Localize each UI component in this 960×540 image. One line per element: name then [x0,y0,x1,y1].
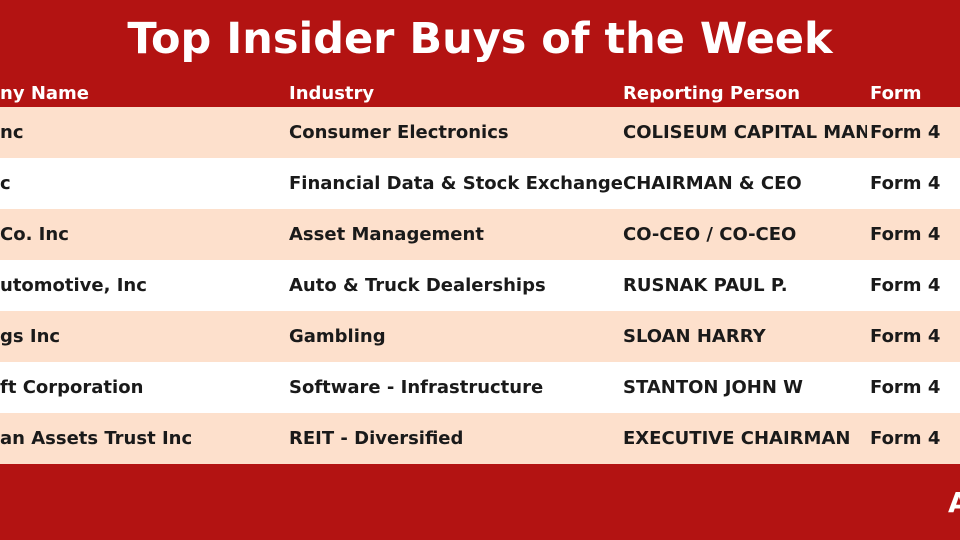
cell: Industry [289,82,375,104]
cell: STANTON JOHN W [623,377,803,398]
table-row: utomotive, Inc Auto & Truck Dealerships RU… [0,260,960,311]
cell: Form 4 [870,326,941,347]
cell: CHAIRMAN & CEO [623,173,802,194]
cell: gs Inc [0,326,61,347]
cell: SLOAN HARRY [623,326,766,347]
cell: Auto & Truck Dealerships [289,275,546,296]
title: Top Insider Buys of the Week [127,14,833,64]
cell: REIT - Diversified [289,428,464,449]
cell: Form [870,82,922,104]
cell: ft Corporation [0,377,144,398]
cell: nc [0,122,24,143]
table-row: Co. Inc Asset Management CO-CEO / CO-CEO Fo… [0,209,960,260]
cell: CO-CEO / CO-CEO [623,224,797,245]
cell: Form 4 [870,173,941,194]
table-row: nc Consumer Electronics COLISEUM CAPITAL M… [0,107,960,158]
table-row: an Assets Trust Inc REIT - Diversified EXE… [0,413,960,464]
footer-logo: A [948,486,960,519]
cell: Reporting Person [623,82,801,104]
cell: Form 4 [870,122,941,143]
cell: EXECUTIVE CHAIRMAN [623,428,851,449]
cell: COLISEUM CAPITAL MAN [623,122,867,143]
cell: Gambling [289,326,386,347]
cell: an Assets Trust Inc [0,428,193,449]
cell: ny Name [0,82,89,104]
cell: Form 4 [870,224,941,245]
cell: Financial Data & Stock Exchanges [289,173,623,194]
table-row: ft Corporation Software - Infrastructure S… [0,362,960,413]
cell: Form 4 [870,377,941,398]
table-row: c Financial Data & Stock Exchanges CHAIRMA… [0,158,960,209]
cell: c [0,173,11,194]
cell: Co. Inc [0,224,69,245]
cell: Form 4 [870,428,941,449]
cell: Form 4 [870,275,941,296]
cell: utomotive, Inc [0,275,147,296]
cell: RUSNAK PAUL P. [623,275,788,296]
cell: Software - Infrastructure [289,377,544,398]
cell: Consumer Electronics [289,122,509,143]
table-row: gs Inc Gambling SLOAN HARRY Form 4 [0,311,960,362]
cell: Asset Management [289,224,484,245]
header-row: ny Name Industry Reporting Person Form [0,80,960,106]
